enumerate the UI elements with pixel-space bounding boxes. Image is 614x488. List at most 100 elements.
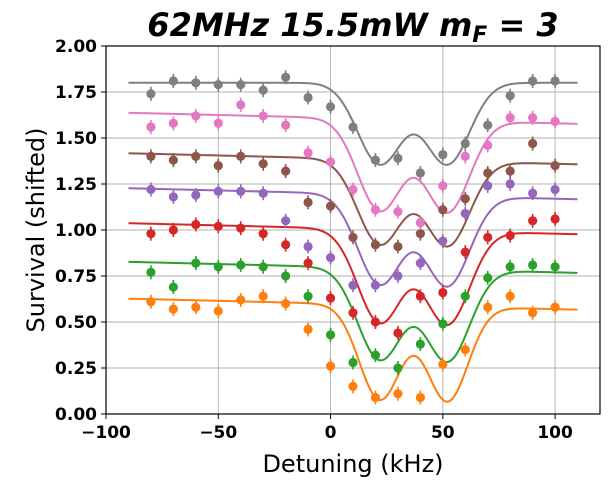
data-point bbox=[168, 73, 178, 88]
data-point bbox=[528, 257, 538, 272]
data-point bbox=[460, 289, 470, 304]
data-point bbox=[438, 202, 448, 217]
data-point bbox=[325, 327, 336, 342]
data-point bbox=[325, 99, 336, 114]
data-point bbox=[415, 165, 425, 180]
fit-curve-5 bbox=[128, 111, 578, 214]
data-point bbox=[191, 75, 201, 90]
data-point bbox=[146, 119, 156, 134]
data-point bbox=[236, 292, 246, 307]
data-point bbox=[370, 278, 381, 293]
data-point bbox=[303, 145, 313, 160]
data-point bbox=[325, 154, 336, 169]
data-point bbox=[393, 386, 403, 401]
data-point bbox=[281, 213, 291, 228]
data-point bbox=[438, 147, 448, 162]
x-tick-label: 50 bbox=[431, 423, 455, 443]
data-point bbox=[213, 116, 223, 131]
axis-ticks: −100 −50 0 50 100 0.00 0.25 0.50 0.75 1.00 1.25 1.5… bbox=[55, 37, 573, 443]
data-point bbox=[281, 164, 291, 179]
data-point bbox=[146, 265, 156, 280]
data-point bbox=[258, 186, 268, 201]
data-point bbox=[168, 189, 178, 204]
data-point bbox=[370, 390, 381, 405]
y-axis-label: Survival (shifted) bbox=[22, 128, 50, 333]
data-point bbox=[191, 217, 201, 232]
data-point bbox=[236, 221, 246, 236]
data-point bbox=[348, 379, 358, 394]
data-point bbox=[483, 178, 493, 193]
data-point bbox=[213, 77, 223, 92]
data-point bbox=[191, 300, 201, 315]
data-point bbox=[483, 138, 493, 153]
data-point bbox=[258, 108, 268, 123]
data-point bbox=[325, 250, 336, 265]
data-point bbox=[460, 206, 470, 221]
data-point bbox=[213, 219, 223, 234]
data-point bbox=[236, 184, 246, 199]
data-point bbox=[438, 316, 448, 331]
data-point bbox=[281, 237, 291, 252]
y-tick-label: 0.50 bbox=[55, 313, 97, 333]
data-point bbox=[460, 191, 470, 206]
data-point bbox=[460, 149, 470, 164]
data-point bbox=[168, 153, 178, 168]
x-tick-label: −50 bbox=[199, 423, 237, 443]
data-point bbox=[303, 90, 313, 105]
data-point bbox=[236, 149, 246, 164]
data-point bbox=[281, 296, 291, 311]
data-point bbox=[550, 211, 560, 226]
data-point bbox=[303, 239, 313, 254]
data-point bbox=[348, 182, 358, 197]
data-point bbox=[213, 184, 223, 199]
x-tick-label: −100 bbox=[81, 423, 131, 443]
data-point bbox=[191, 149, 201, 164]
data-point bbox=[168, 116, 178, 131]
data-point bbox=[393, 269, 403, 283]
data-point bbox=[325, 359, 336, 374]
data-point bbox=[483, 230, 493, 245]
data-point bbox=[528, 110, 538, 125]
fit-curve-4 bbox=[128, 152, 578, 248]
data-point bbox=[370, 153, 381, 168]
data-point bbox=[415, 289, 425, 304]
data-point bbox=[370, 202, 381, 217]
data-point bbox=[528, 136, 538, 151]
data-point bbox=[550, 300, 560, 315]
data-point bbox=[483, 118, 493, 133]
data-point bbox=[393, 204, 403, 219]
data-point bbox=[505, 110, 515, 125]
data-point bbox=[258, 226, 268, 241]
data-point bbox=[281, 118, 291, 133]
data-point bbox=[236, 97, 246, 112]
data-point bbox=[460, 136, 470, 151]
data-point bbox=[505, 289, 515, 304]
y-tick-label: 0.75 bbox=[55, 267, 97, 287]
data-point bbox=[370, 348, 381, 363]
data-point bbox=[550, 182, 560, 197]
data-point bbox=[325, 199, 336, 214]
data-point bbox=[191, 108, 201, 123]
data-point bbox=[348, 230, 358, 245]
data-point bbox=[146, 226, 156, 241]
data-point bbox=[438, 357, 448, 372]
data-point bbox=[303, 289, 313, 304]
data-point bbox=[438, 234, 448, 249]
data-point bbox=[303, 322, 313, 337]
x-tick-label: 0 bbox=[325, 423, 337, 443]
data-point bbox=[415, 390, 425, 405]
data-point bbox=[236, 257, 246, 272]
data-point bbox=[213, 303, 223, 318]
data-point bbox=[146, 182, 156, 197]
data-point bbox=[393, 361, 403, 375]
data-point bbox=[303, 256, 313, 271]
data-point bbox=[528, 213, 538, 228]
data-point bbox=[146, 294, 156, 309]
data-point bbox=[370, 315, 381, 329]
data-point bbox=[505, 88, 515, 103]
data-point bbox=[415, 215, 425, 230]
data-point bbox=[393, 326, 403, 341]
data-point bbox=[168, 302, 178, 317]
data-point bbox=[393, 239, 403, 254]
data-point bbox=[393, 151, 403, 166]
